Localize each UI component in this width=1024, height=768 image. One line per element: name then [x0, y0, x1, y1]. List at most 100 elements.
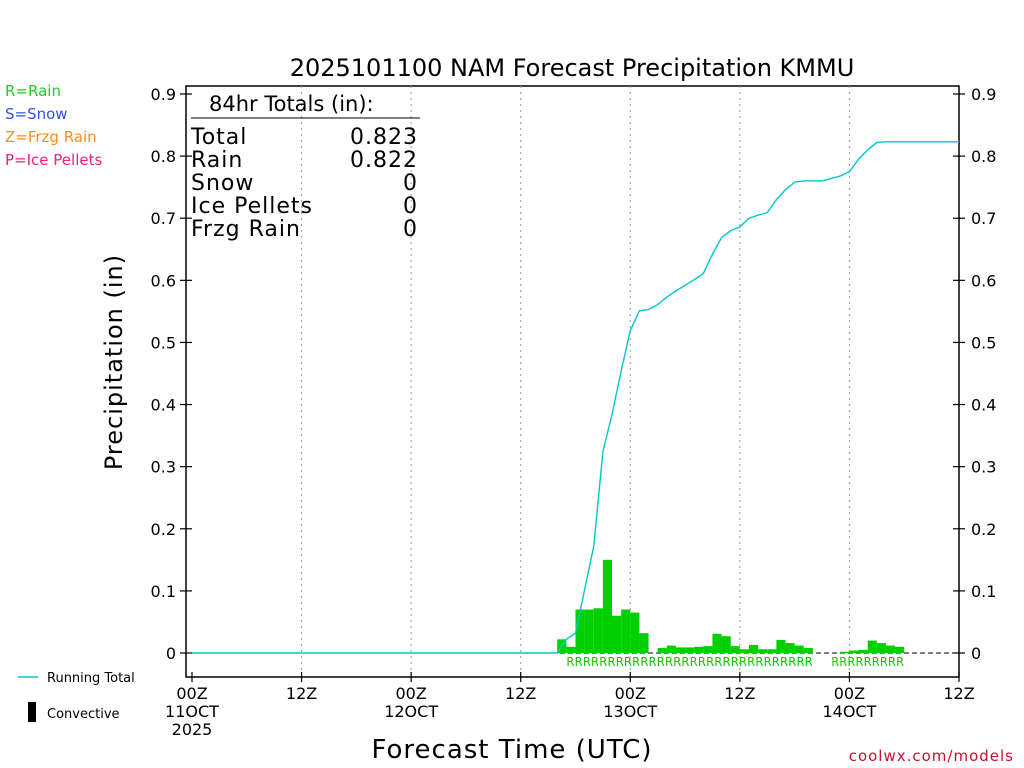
- precip-bar: [657, 648, 667, 653]
- precip-bar: [803, 648, 813, 653]
- totals-value: 0.823: [350, 125, 418, 150]
- convective-legend-swatch: [28, 702, 36, 722]
- totals-value: 0: [403, 217, 418, 242]
- precip-bar: [602, 559, 613, 653]
- y-tick-label-right: 0.5: [971, 333, 996, 352]
- y-tick-label-right: 0.8: [971, 147, 996, 166]
- plot-frame: [185, 85, 960, 678]
- chart-title: 2025101100 NAM Forecast Precipitation KM…: [290, 54, 855, 82]
- y-tick-label-right: 0.4: [971, 396, 996, 415]
- precip-bar: [739, 649, 749, 653]
- precip-bar: [639, 633, 649, 653]
- precip-bar: [566, 646, 576, 653]
- y-tick-label-right: 0.2: [971, 520, 996, 539]
- ptype-legend: R=Rain S=Snow Z=Frzg Rain P=Ice Pellets: [5, 82, 102, 169]
- precip-bar: [867, 640, 877, 653]
- precip-bar: [675, 647, 686, 653]
- precip-bar: [794, 645, 804, 653]
- y-tick-label-right: 0.6: [971, 271, 996, 290]
- y-tick-label-left: 0.7: [151, 209, 176, 228]
- x-axis-label: Forecast Time (UTC): [371, 735, 652, 765]
- precip-bar: [785, 643, 795, 653]
- precip-bar: [666, 645, 676, 653]
- credit-text: coolwx.com/models: [849, 747, 1014, 765]
- y-tick-label-right: 0.1: [971, 582, 996, 601]
- y-tick-label-left: 0.5: [151, 333, 176, 352]
- precip-bar: [694, 646, 704, 653]
- precip-bar: [630, 612, 640, 653]
- precip-bar: [767, 649, 777, 653]
- y-tick-label-left: 0.6: [151, 271, 176, 290]
- x-tick-label: 00Z: [834, 684, 865, 703]
- y-tick-label-left: 0: [166, 644, 176, 663]
- precip-bar: [858, 649, 868, 653]
- ptype-mark-text: RRRRRRRRR: [831, 655, 904, 669]
- ptype-marks: RRRRRRRRRRRRRRRRRRRRRRRRRRRRRR RRRRRRRRR: [566, 655, 904, 669]
- y-tick-label-left: 0.1: [151, 582, 176, 601]
- totals-label: Snow: [191, 171, 254, 196]
- totals-box: 84hr Totals (in): Total 0.823 Rain 0.822 Sno…: [190, 92, 420, 242]
- totals-value: 0: [403, 194, 418, 219]
- precip-bar: [840, 651, 850, 653]
- precip-bar: [721, 636, 731, 653]
- precip-bar: [876, 643, 886, 653]
- x-tick-label: 00Z: [615, 684, 646, 703]
- precip-bar: [776, 639, 786, 653]
- y-tick-label-left: 0.4: [151, 396, 176, 415]
- precip-bar: [621, 609, 631, 653]
- totals-label: Total: [190, 125, 247, 150]
- totals-label: Ice Pellets: [191, 194, 313, 219]
- x-tick-label: 12Z: [724, 684, 755, 703]
- y-tick-label-left: 0.8: [151, 147, 176, 166]
- precip-bar: [612, 615, 622, 653]
- precip-bar: [593, 608, 603, 653]
- precip-bar: [895, 646, 905, 653]
- x-tick-label: 12OCT: [384, 702, 438, 721]
- y-tick-label-left: 0.3: [151, 458, 176, 477]
- x-tick-label: 12Z: [505, 684, 536, 703]
- bottom-legend: Running Total Convective: [18, 671, 135, 722]
- totals-value: 0.822: [350, 148, 418, 173]
- x-tick-label: 12Z: [943, 684, 974, 703]
- ptype-mark-text: RRRRRRRRRRRRRRRRRRRRRRRRRRRRRR: [566, 655, 813, 669]
- precip-bar: [730, 646, 740, 653]
- precip-bar: [584, 609, 594, 653]
- x-tick-label: 11OCT: [165, 702, 219, 721]
- y-tick-label-right: 0: [971, 644, 981, 663]
- y-tick-label-right: 0.7: [971, 209, 996, 228]
- y-tick-label-right: 0.9: [971, 85, 996, 104]
- ptype-legend-item: R=Rain: [5, 82, 61, 100]
- precip-bars: [557, 559, 905, 653]
- precip-bar: [685, 647, 695, 653]
- precip-bar: [712, 633, 722, 653]
- running-total-polyline: [192, 141, 959, 654]
- ptype-legend-item: P=Ice Pellets: [5, 151, 102, 169]
- y-tick-label-right: 0.3: [971, 458, 996, 477]
- totals-heading: 84hr Totals (in):: [209, 92, 374, 116]
- precip-bar: [758, 649, 768, 653]
- ptype-legend-item: S=Snow: [5, 105, 68, 123]
- x-tick-label: 2025: [172, 720, 213, 739]
- y-axis-left: 0 0.1 0.2 0.3 0.4 0.5 0.6 0.7 0.8 0.9: [151, 85, 192, 663]
- totals-value: 0: [403, 171, 418, 196]
- y-tick-label-left: 0.9: [151, 85, 176, 104]
- gridlines: [301, 86, 850, 677]
- totals-label: Frzg Rain: [191, 217, 301, 242]
- bottom-legend-label: Convective: [47, 707, 120, 722]
- bottom-legend-label: Running Total: [47, 671, 135, 686]
- precip-bar: [575, 609, 585, 653]
- precip-bar: [849, 650, 859, 653]
- running-total-line: [192, 141, 959, 654]
- x-tick-label: 00Z: [176, 684, 207, 703]
- y-tick-label-left: 0.2: [151, 520, 176, 539]
- precip-bar: [703, 646, 713, 653]
- x-tick-label: 13OCT: [603, 702, 657, 721]
- x-tick-label: 12Z: [286, 684, 317, 703]
- y-axis-right: 0 0.1 0.2 0.3 0.4 0.5 0.6 0.7 0.8 0.9: [953, 85, 996, 663]
- precip-bar: [885, 645, 896, 653]
- ptype-legend-item: Z=Frzg Rain: [5, 128, 97, 146]
- totals-label: Rain: [191, 148, 243, 173]
- y-axis-label: Precipitation (in): [100, 254, 128, 470]
